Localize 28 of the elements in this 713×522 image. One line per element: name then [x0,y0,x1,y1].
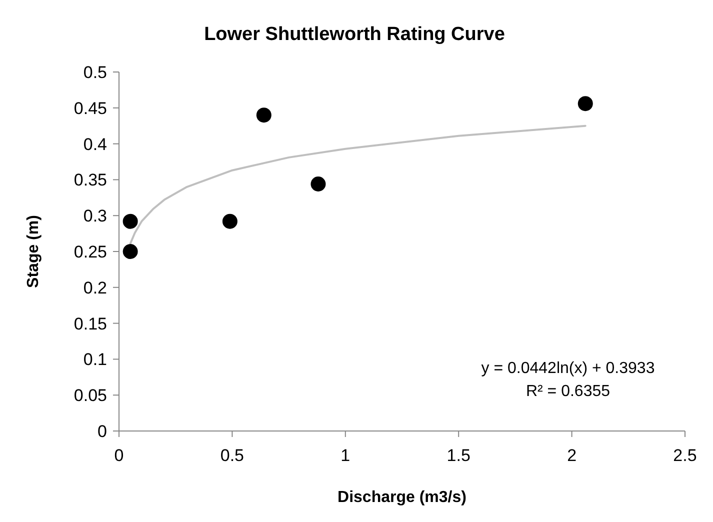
y-tick-label: 0.15 [74,314,107,334]
y-tick-label: 0.35 [74,170,107,190]
y-tick-label: 0.2 [83,278,107,298]
point [222,214,238,229]
y-tick-label: 0.1 [83,350,107,370]
point [256,108,272,123]
annotation: R² = 0.6355 [526,383,610,400]
x-tick-label: 0 [114,446,124,465]
point [578,96,593,112]
x-tick-label: 1.5 [446,446,470,465]
x-tick-label: 2.5 [673,446,697,465]
y-tick-label: 0.5 [83,62,107,82]
x-axis-title: Discharge (m3/s) [338,489,466,506]
point [122,214,138,229]
point [310,176,326,192]
point [122,244,138,259]
x-tick-label: 2 [567,446,577,465]
y-tick-label: 0.3 [83,206,107,226]
x-tick-label: 0.5 [220,446,244,465]
annotation: y = 0.0442ln(x) + 0.3933 [481,360,655,377]
y-tick-label: 0.45 [74,98,107,118]
x-tick-label: 1 [340,446,350,465]
y-tick-label: 0.4 [83,134,107,154]
y-tick-label: 0.25 [74,242,107,262]
y-axis-title: Stage (m) [25,215,42,288]
y-tick-label: 0.05 [74,386,107,406]
y-tick-label: 0 [98,422,107,441]
chart-title: Lower Shuttleworth Rating Curve [204,24,505,45]
